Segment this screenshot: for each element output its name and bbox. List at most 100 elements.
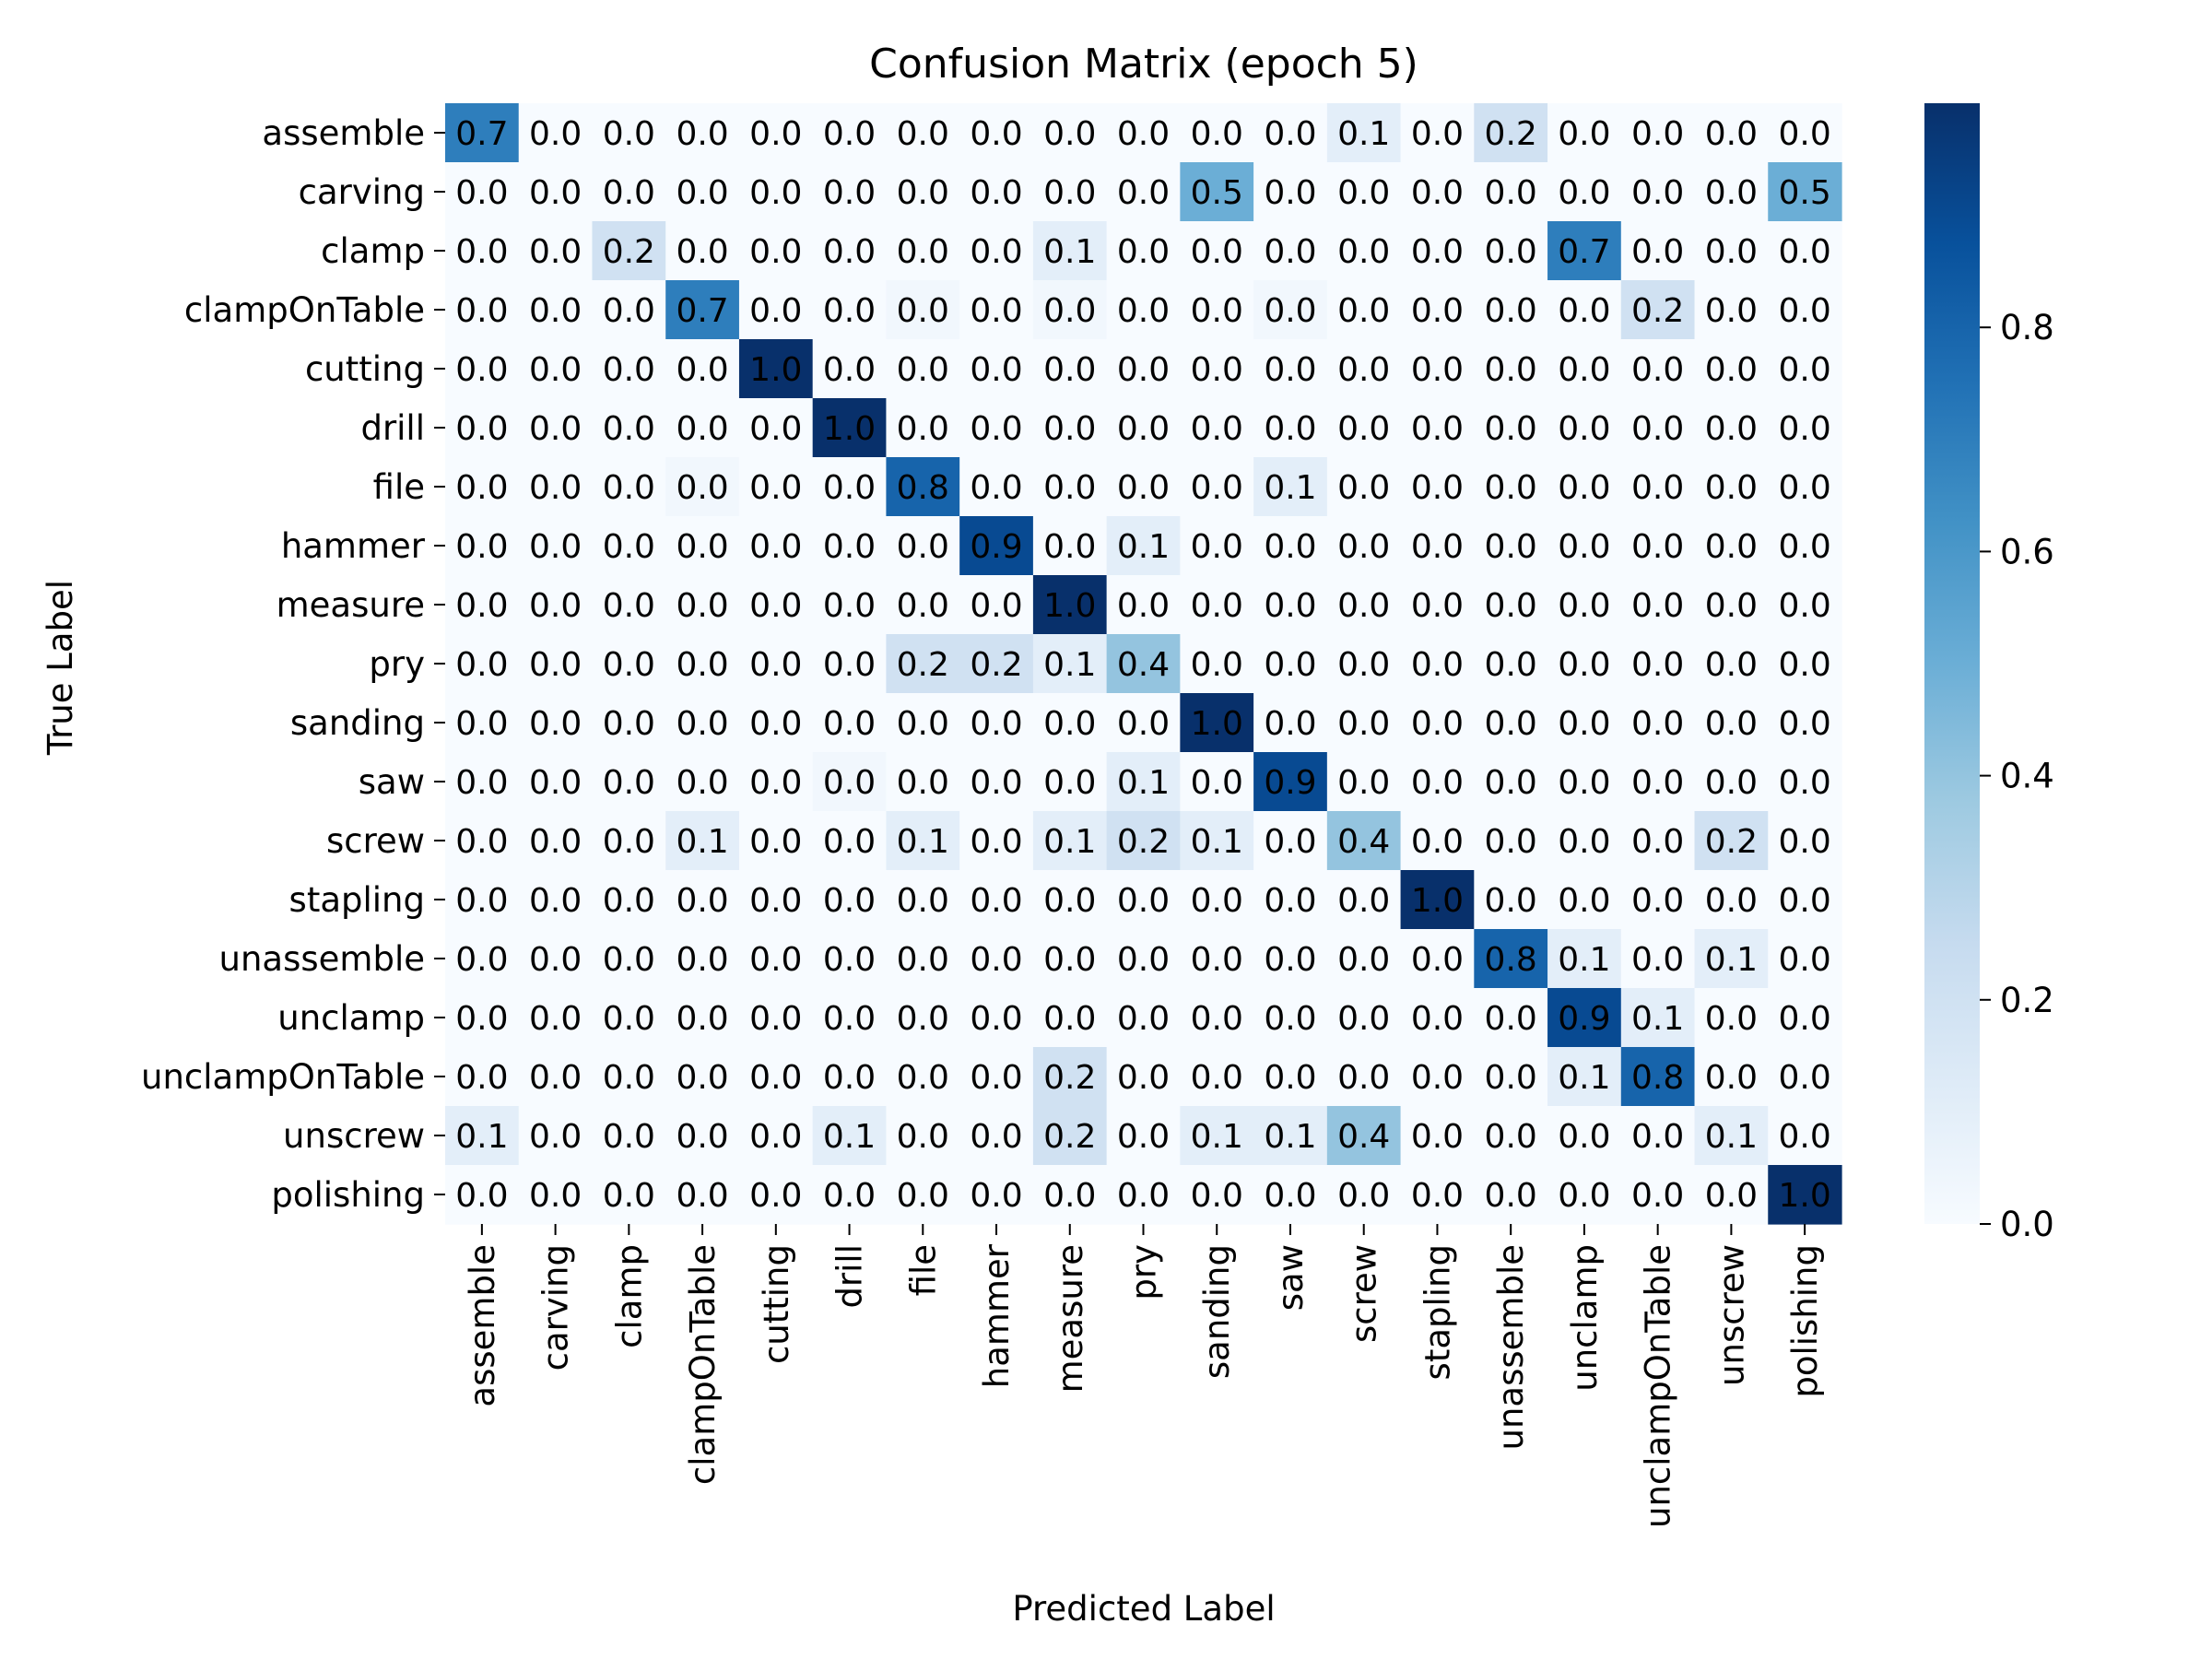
cell-value-label: 0.0	[455, 528, 508, 566]
cell-value-label: 0.0	[1337, 292, 1390, 330]
colorbar-tick-label: 0.2	[2000, 981, 2054, 1020]
cell-value-label: 0.0	[1264, 705, 1316, 743]
x-tick-label: saw	[1271, 1244, 1311, 1311]
heatmap-cell	[959, 103, 1034, 163]
cell-value-label: 0.0	[823, 233, 876, 271]
heatmap-cell	[665, 575, 740, 635]
heatmap-cell	[445, 575, 520, 635]
cell-value-label: 0.0	[603, 941, 655, 979]
cell-value-label: 0.0	[1485, 528, 1537, 566]
heatmap-cell	[1768, 1165, 1842, 1225]
cell-value-label: 0.0	[1043, 764, 1096, 802]
cell-value-label: 0.0	[897, 351, 949, 389]
cell-value-label: 0.0	[897, 115, 949, 153]
heatmap-cell	[1620, 398, 1696, 458]
cell-value-label: 0.1	[1191, 823, 1243, 861]
cell-value-label: 0.1	[1191, 1118, 1243, 1156]
cell-value-label: 0.0	[823, 292, 876, 330]
heatmap-cell	[1180, 162, 1254, 222]
heatmap-cell	[665, 811, 740, 871]
heatmap-cell	[592, 398, 666, 458]
cell-value-label: 0.0	[970, 1000, 1022, 1038]
heatmap-cell	[518, 988, 594, 1048]
heatmap-cell	[959, 575, 1034, 635]
cell-value-label: 0.0	[529, 941, 582, 979]
cell-value-label: 0.0	[455, 410, 508, 448]
cell-value-label: 0.0	[823, 528, 876, 566]
heatmap-cell	[1253, 221, 1328, 281]
heatmap-cell	[1474, 103, 1548, 163]
heatmap-cell	[959, 693, 1034, 753]
heatmap-cell	[1694, 162, 1769, 222]
heatmap-cell	[959, 280, 1034, 340]
cell-value-label: 0.0	[1558, 587, 1610, 625]
cell-value-label: 0.0	[1264, 587, 1316, 625]
cell-value-label: 0.0	[1411, 410, 1464, 448]
cell-value-label: 1.0	[1191, 705, 1243, 743]
heatmap-cell	[1032, 221, 1108, 281]
cell-value-label: 0.0	[1264, 351, 1316, 389]
cell-value-label: 0.1	[897, 823, 949, 861]
heatmap-cell	[1180, 221, 1254, 281]
cell-value-label: 0.0	[1411, 528, 1464, 566]
cell-value-label: 0.0	[1337, 587, 1390, 625]
heatmap-cell	[518, 339, 594, 399]
heatmap-cell	[1694, 870, 1769, 930]
y-tick-label: unclampOnTable	[141, 1057, 425, 1097]
heatmap-cell	[445, 162, 520, 222]
cell-value-label: 0.0	[1117, 469, 1170, 507]
x-axis-label: Predicted Label	[1012, 1589, 1275, 1629]
heatmap-cell	[886, 221, 960, 281]
heatmap-cell	[445, 457, 520, 517]
heatmap-cell	[1620, 929, 1696, 989]
cell-value-label: 0.0	[676, 351, 728, 389]
heatmap-cell	[665, 870, 740, 930]
cell-value-label: 0.0	[1264, 1059, 1316, 1097]
heatmap-cell	[1547, 103, 1622, 163]
cell-value-label: 0.0	[1485, 882, 1537, 920]
cell-value-label: 0.0	[1117, 410, 1170, 448]
heatmap-cell	[592, 693, 666, 753]
cell-value-label: 0.1	[1558, 941, 1610, 979]
cell-value-label: 0.0	[1485, 351, 1537, 389]
cell-value-label: 0.0	[1043, 1000, 1096, 1038]
heatmap-cell	[518, 103, 594, 163]
heatmap-cell	[665, 634, 740, 694]
heatmap-cell	[665, 752, 740, 812]
cell-value-label: 0.0	[603, 587, 655, 625]
heatmap-cell	[1768, 398, 1842, 458]
colorbar	[1924, 103, 1980, 1224]
cell-value-label: 0.0	[603, 469, 655, 507]
cell-value-label: 0.0	[1778, 410, 1830, 448]
heatmap-cell	[518, 811, 594, 871]
cell-value-label: 0.0	[1631, 469, 1684, 507]
cell-value-label: 0.0	[1191, 351, 1243, 389]
heatmap-cell	[1768, 103, 1842, 163]
heatmap-cell	[886, 516, 960, 576]
heatmap-cell	[1547, 1047, 1622, 1107]
cell-value-label: 1.0	[823, 410, 876, 448]
heatmap-cell	[518, 221, 594, 281]
heatmap-cell	[518, 752, 594, 812]
cell-value-label: 0.0	[1778, 1000, 1830, 1038]
heatmap-cell	[1106, 1047, 1181, 1107]
heatmap-cell	[1400, 988, 1475, 1048]
cell-value-label: 0.0	[1191, 764, 1243, 802]
heatmap-cell	[1180, 1106, 1254, 1166]
cell-value-label: 0.0	[1117, 705, 1170, 743]
x-tick-label: stapling	[1418, 1244, 1457, 1380]
heatmap-cell	[1180, 398, 1254, 458]
cell-value-label: 0.0	[749, 882, 802, 920]
cell-value-label: 0.0	[1631, 1118, 1684, 1156]
cell-value-label: 0.0	[1631, 764, 1684, 802]
heatmap-cell	[1253, 929, 1328, 989]
heatmap-cell	[518, 575, 594, 635]
cell-value-label: 0.0	[676, 410, 728, 448]
heatmap-cell	[886, 398, 960, 458]
cell-value-label: 0.1	[1558, 1059, 1610, 1097]
cell-value-label: 0.0	[1705, 174, 1758, 212]
cell-value-label: 0.0	[455, 764, 508, 802]
y-tick-label: hammer	[281, 526, 426, 566]
heatmap-cell	[886, 1165, 960, 1225]
cell-value-label: 0.0	[823, 1177, 876, 1215]
